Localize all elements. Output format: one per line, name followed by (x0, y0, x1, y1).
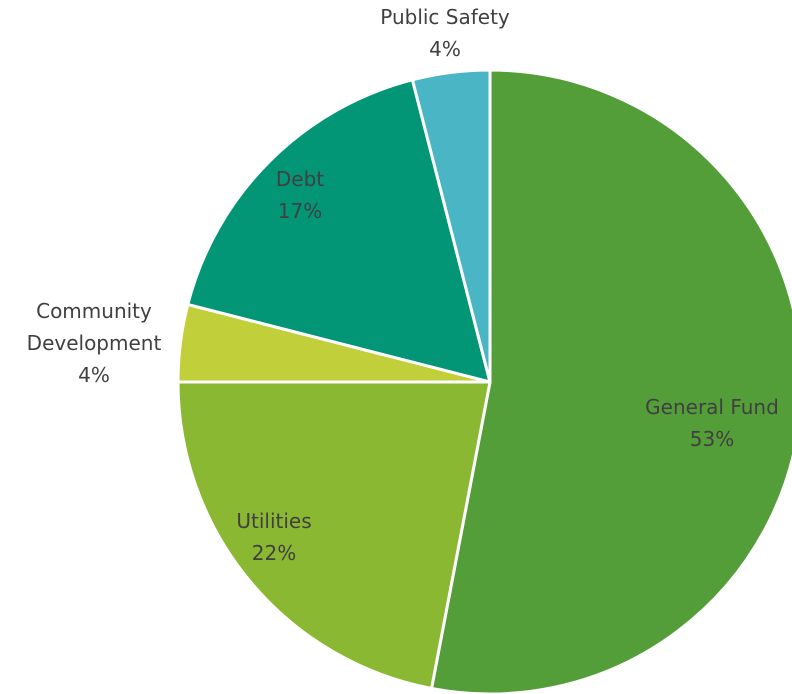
slice-label-text: Community (36, 299, 152, 323)
slice-value-label: 22% (252, 541, 296, 565)
slice-label-text: General Fund (645, 395, 779, 419)
slice-label-utilities: Utilities 22% (236, 509, 311, 565)
slice-label-text: Development (27, 331, 162, 355)
slice-label-text: Public Safety (380, 5, 510, 29)
pie-slice-utilities (176, 380, 492, 690)
pie-labels: General Fund 53% Utilities 22% Community Deve… (27, 5, 779, 565)
slice-value-label: 17% (278, 199, 322, 223)
slice-value-label: 53% (690, 427, 734, 451)
slice-label-community-development: Community Development 4% (27, 299, 162, 387)
slice-label-text: Utilities (236, 509, 311, 533)
pie-slice-debt (186, 78, 492, 384)
slice-value-label: 4% (429, 37, 461, 61)
pie-slice-public-safety (410, 68, 492, 384)
pie-slices (176, 68, 792, 694)
slice-label-text: Debt (276, 167, 324, 191)
slice-label-debt: Debt 17% (276, 167, 324, 223)
slice-value-label: 4% (78, 363, 110, 387)
slice-label-general-fund: General Fund 53% (645, 395, 779, 451)
pie-slice-general-fund (430, 68, 792, 694)
slice-label-public-safety: Public Safety 4% (380, 5, 510, 61)
